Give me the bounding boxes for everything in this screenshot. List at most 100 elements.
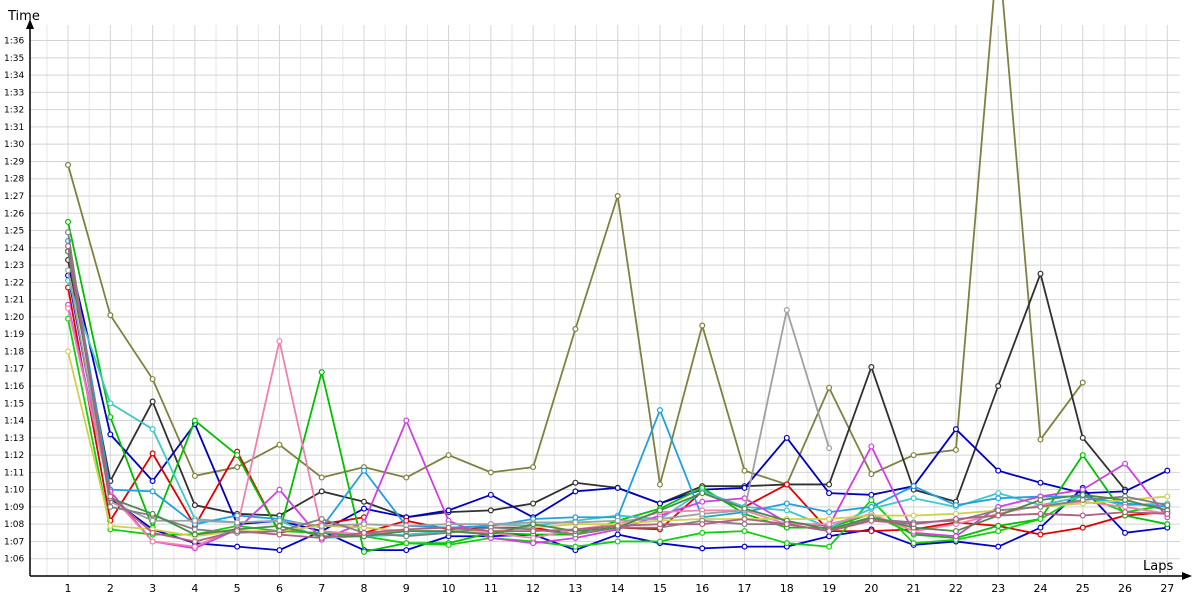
x-tick-label: 16 bbox=[695, 582, 709, 595]
data-point bbox=[191, 526, 198, 533]
data-point bbox=[1122, 509, 1129, 516]
data-point bbox=[487, 491, 494, 498]
data-point bbox=[318, 528, 325, 535]
data-point bbox=[699, 322, 706, 329]
data-point bbox=[952, 533, 959, 540]
data-point bbox=[530, 464, 537, 471]
data-point bbox=[656, 515, 663, 522]
data-point bbox=[614, 531, 621, 538]
x-tick-label: 15 bbox=[653, 582, 667, 595]
y-tick-label: 1:15 bbox=[4, 399, 24, 409]
data-point bbox=[868, 364, 875, 371]
data-point bbox=[1037, 497, 1044, 504]
data-point bbox=[191, 472, 198, 479]
tick-labels: 1:06 1:07 1:08 1:09 1:10 1:11 1:12 1:13 1:14 1:15… bbox=[4, 37, 1174, 595]
data-point bbox=[234, 452, 241, 459]
data-point bbox=[191, 502, 198, 509]
x-tick-label: 23 bbox=[991, 582, 1005, 595]
data-point bbox=[572, 526, 579, 533]
data-point bbox=[952, 515, 959, 522]
data-point bbox=[572, 479, 579, 486]
data-point bbox=[699, 545, 706, 552]
data-point bbox=[234, 519, 241, 526]
data-point bbox=[614, 193, 621, 200]
data-point bbox=[572, 519, 579, 526]
data-point bbox=[191, 417, 198, 424]
data-point bbox=[445, 452, 452, 459]
y-tick-label: 1:36 bbox=[4, 37, 24, 47]
y-tick-label: 1:06 bbox=[4, 555, 24, 565]
data-point bbox=[741, 543, 748, 550]
y-tick-label: 1:07 bbox=[4, 537, 24, 547]
data-point bbox=[318, 474, 325, 481]
data-point bbox=[276, 517, 283, 524]
axes bbox=[26, 19, 1192, 580]
data-point bbox=[995, 543, 1002, 550]
data-point bbox=[276, 441, 283, 448]
y-tick-label: 1:12 bbox=[4, 451, 24, 461]
data-point bbox=[107, 312, 114, 319]
data-point bbox=[149, 478, 156, 485]
data-point bbox=[1079, 524, 1086, 531]
y-tick-label: 1:10 bbox=[4, 486, 24, 496]
data-point bbox=[1037, 510, 1044, 517]
data-point bbox=[699, 490, 706, 497]
data-point bbox=[318, 534, 325, 541]
data-point bbox=[868, 503, 875, 510]
x-tick-label: 7 bbox=[318, 582, 325, 595]
data-point bbox=[952, 528, 959, 535]
data-point bbox=[868, 471, 875, 478]
data-point bbox=[1164, 493, 1171, 500]
y-tick-label: 1:21 bbox=[4, 296, 24, 306]
data-point bbox=[530, 528, 537, 535]
data-point bbox=[276, 547, 283, 554]
data-point bbox=[1079, 379, 1086, 386]
data-point bbox=[1164, 521, 1171, 528]
data-point bbox=[995, 490, 1002, 497]
x-axis-arrow bbox=[1182, 572, 1192, 580]
data-point bbox=[1037, 524, 1044, 531]
data-point bbox=[783, 307, 790, 314]
data-point bbox=[191, 531, 198, 538]
data-point bbox=[361, 505, 368, 512]
y-tick-label: 1:08 bbox=[4, 520, 24, 530]
data-point bbox=[783, 481, 790, 488]
y-tick-label: 1:13 bbox=[4, 434, 24, 444]
data-point bbox=[1164, 467, 1171, 474]
data-point bbox=[1037, 270, 1044, 277]
data-point bbox=[1037, 503, 1044, 510]
y-tick-label: 1:28 bbox=[4, 175, 24, 185]
data-point bbox=[149, 426, 156, 433]
y-tick-label: 1:30 bbox=[4, 140, 24, 150]
data-point bbox=[1122, 488, 1129, 495]
data-point bbox=[741, 528, 748, 535]
y-tick-label: 1:14 bbox=[4, 417, 24, 427]
data-point bbox=[1037, 479, 1044, 486]
x-tick-label: 20 bbox=[864, 582, 878, 595]
data-point bbox=[826, 509, 833, 516]
data-point bbox=[234, 528, 241, 535]
data-point bbox=[318, 488, 325, 495]
series-lines bbox=[65, 0, 1171, 555]
x-tick-label: 18 bbox=[780, 582, 794, 595]
data-point bbox=[826, 445, 833, 452]
y-tick-label: 1:35 bbox=[4, 54, 24, 64]
data-point bbox=[276, 486, 283, 493]
series-line bbox=[67, 259, 1126, 519]
data-point bbox=[65, 305, 72, 312]
y-tick-label: 1:19 bbox=[4, 330, 24, 340]
data-point bbox=[1079, 452, 1086, 459]
series-16 bbox=[65, 243, 1171, 545]
data-point bbox=[614, 522, 621, 529]
data-point bbox=[234, 543, 241, 550]
data-point bbox=[403, 417, 410, 424]
data-point bbox=[107, 522, 114, 529]
data-point bbox=[403, 547, 410, 554]
x-tick-label: 3 bbox=[149, 582, 156, 595]
data-point bbox=[826, 384, 833, 391]
data-point bbox=[403, 540, 410, 547]
data-point bbox=[318, 369, 325, 376]
data-point bbox=[1079, 497, 1086, 504]
data-point bbox=[1037, 436, 1044, 443]
x-tick-label: 13 bbox=[568, 582, 582, 595]
